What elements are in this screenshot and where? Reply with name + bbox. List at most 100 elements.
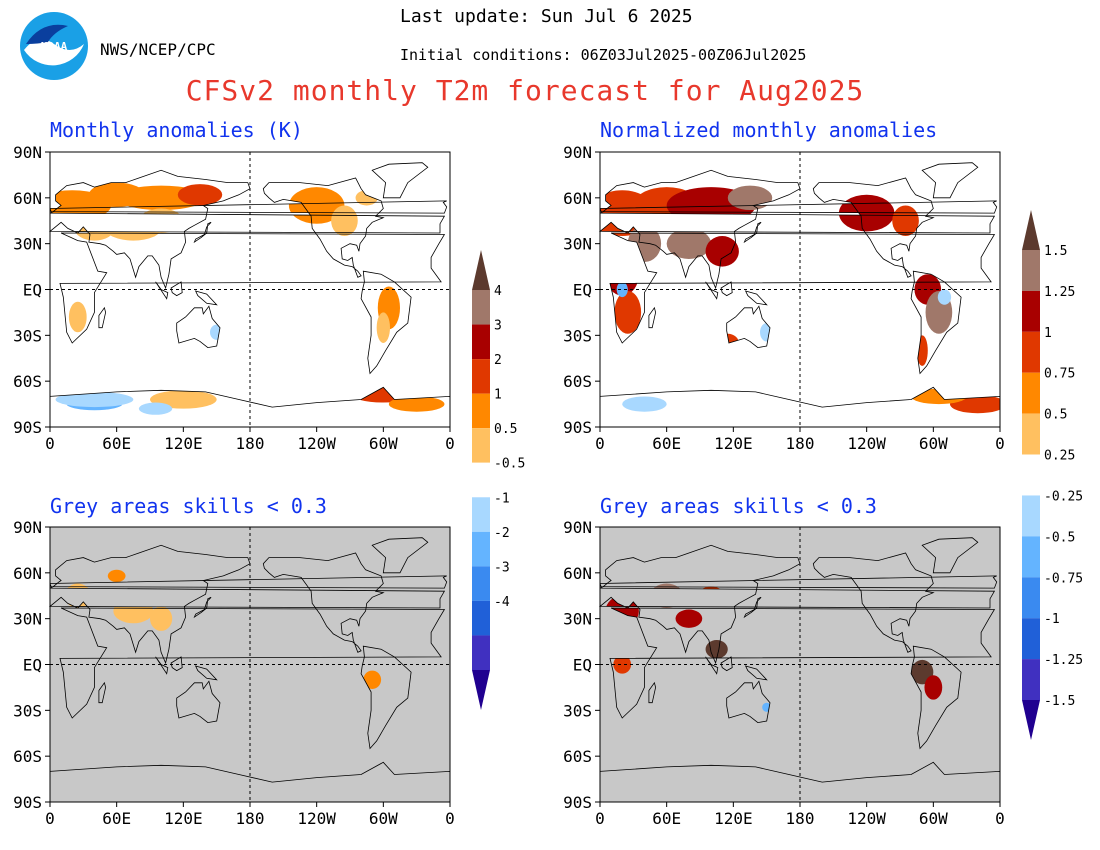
- anomaly-region: [68, 301, 87, 333]
- x-tick-label: 120W: [297, 809, 336, 825]
- x-tick-label: 0: [995, 809, 1005, 825]
- colorbar-segment: [1022, 331, 1040, 373]
- colorbar-label: 1: [1044, 326, 1052, 341]
- coastline: [720, 656, 733, 672]
- coastline: [155, 656, 169, 675]
- anomaly-region: [150, 606, 173, 631]
- land-mask: [922, 537, 978, 573]
- anomaly-region: [177, 184, 223, 206]
- anomaly-region: [55, 391, 134, 408]
- anomaly-region: [727, 185, 773, 211]
- x-tick-label: 120W: [847, 434, 886, 450]
- colorbar-label: 0.5: [1044, 408, 1067, 423]
- land-mask: [372, 537, 428, 573]
- coastline: [98, 306, 107, 329]
- x-tick-label: 60W: [369, 809, 398, 825]
- coastline: [48, 544, 446, 665]
- y-tick-label: 30S: [13, 326, 42, 345]
- colorbar-segment: [1022, 372, 1040, 414]
- coastline: [360, 645, 412, 750]
- land-mask: [705, 656, 718, 674]
- x-tick-label: 180: [786, 434, 815, 450]
- land-mask: [50, 575, 447, 589]
- y-tick-label: 30S: [13, 701, 42, 720]
- x-tick-label: 60E: [102, 809, 131, 825]
- anomaly-region: [138, 402, 173, 415]
- coastline: [921, 537, 979, 574]
- colorbar-segment: [472, 428, 490, 463]
- x-tick-label: 0: [445, 809, 455, 825]
- land-mask: [50, 545, 445, 663]
- coastline: [609, 232, 996, 344]
- colorbar-label: 0.5: [494, 422, 517, 437]
- coastline: [59, 607, 446, 719]
- anomaly-region: [363, 670, 382, 689]
- coastline: [812, 177, 935, 278]
- y-tick-label: 30N: [563, 610, 592, 629]
- y-tick-label: 30S: [563, 701, 592, 720]
- y-tick-label: 90N: [563, 143, 592, 162]
- y-tick-label: EQ: [573, 656, 592, 675]
- coastline: [59, 232, 446, 344]
- x-tick-label: 120E: [714, 434, 753, 450]
- x-tick-label: 120E: [714, 809, 753, 825]
- x-tick-label: 60W: [919, 809, 948, 825]
- coastline: [910, 645, 962, 750]
- anomaly-region: [892, 205, 919, 237]
- colorbar-label: 0.25: [1044, 449, 1075, 464]
- colorbar-anomalies: 4 3 2 1 0.5 -0.5 -1 -2 -3 -4: [472, 250, 525, 710]
- x-tick-label: 60E: [652, 809, 681, 825]
- x-tick-label: 180: [236, 809, 265, 825]
- anomaly-region: [331, 205, 358, 237]
- y-tick-label: 60N: [563, 564, 592, 583]
- anomaly-region: [666, 228, 712, 259]
- coastline: [726, 305, 771, 349]
- coastline: [910, 270, 962, 375]
- coastline: [176, 305, 221, 349]
- land-mask: [726, 681, 770, 723]
- colorbar-segment: [1022, 618, 1040, 660]
- colorbar-label: 1.25: [1044, 285, 1075, 300]
- coastline: [194, 290, 218, 306]
- colorbar-segment: [1022, 250, 1040, 291]
- coastline: [170, 281, 183, 297]
- colorbar-label: 2: [494, 353, 502, 368]
- colorbar-triangle-bottom: [1022, 700, 1040, 740]
- y-tick-label: 90N: [563, 518, 592, 537]
- colorbar-segment: [472, 324, 490, 360]
- colorbar-label: -0.75: [1044, 571, 1083, 586]
- agency-label: NWS/NCEP/CPC: [100, 40, 216, 59]
- x-tick-label: 60W: [369, 434, 398, 450]
- panel-title-anomalies: Monthly anomalies (K): [50, 118, 303, 142]
- anomaly-region: [613, 655, 632, 674]
- anomaly-region: [924, 675, 943, 700]
- panel-title-skill-normalized: Grey areas skills < 0.3: [600, 494, 877, 518]
- coastline: [599, 575, 998, 589]
- anomaly-region: [705, 640, 728, 659]
- colorbar-label: 1.5: [1044, 244, 1067, 259]
- coastline: [598, 169, 996, 290]
- coastline: [193, 596, 212, 619]
- colorbar-segment: [1022, 577, 1040, 619]
- y-tick-label: EQ: [573, 281, 592, 300]
- coastline: [744, 290, 768, 306]
- main-title: CFSv2 monthly T2m forecast for Aug2025: [185, 74, 865, 107]
- y-tick-label: 60S: [563, 747, 592, 766]
- colorbar-label: -1.5: [1044, 694, 1075, 709]
- y-tick-label: 60N: [563, 189, 592, 208]
- x-tick-label: 180: [786, 809, 815, 825]
- colorbar-label: -0.5: [1044, 530, 1075, 545]
- colorbar-label: -0.5: [494, 457, 525, 472]
- coastline: [371, 537, 429, 574]
- y-tick-label: 90S: [563, 793, 592, 812]
- coastline: [49, 575, 448, 589]
- colorbar-segment: [472, 600, 490, 636]
- anomaly-region: [937, 289, 952, 305]
- colorbar-segment: [1022, 536, 1040, 578]
- land-mask: [600, 762, 1000, 802]
- y-tick-label: 60S: [13, 372, 42, 391]
- coastline: [705, 656, 719, 675]
